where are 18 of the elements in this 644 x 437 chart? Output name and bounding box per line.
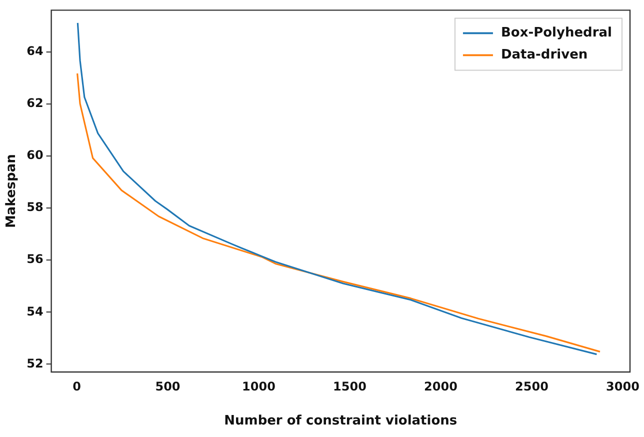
- x-tick-label: 0: [72, 379, 81, 394]
- x-tick-label: 1000: [242, 379, 276, 394]
- x-axis-title: Number of constraint violations: [224, 414, 458, 429]
- x-tick-label: 1500: [333, 379, 366, 394]
- y-tick-label: 54: [26, 304, 44, 318]
- y-tick-label: 62: [26, 96, 44, 110]
- y-axis-title: Makespan: [4, 154, 20, 228]
- x-tick-label: 2000: [424, 379, 458, 394]
- y-tick-label: 64: [26, 44, 44, 58]
- y-tick-label: 60: [26, 148, 44, 162]
- x-tick-label: 3000: [606, 379, 640, 394]
- y-tick-label: 58: [26, 200, 44, 214]
- x-tick-label: 2500: [515, 379, 548, 394]
- y-tick-label: 52: [26, 356, 44, 370]
- legend-label: Box-Polyhedral: [500, 26, 612, 41]
- legend-label: Data-driven: [500, 48, 588, 63]
- x-tick-label: 500: [155, 379, 180, 394]
- y-tick-label: 56: [26, 252, 44, 266]
